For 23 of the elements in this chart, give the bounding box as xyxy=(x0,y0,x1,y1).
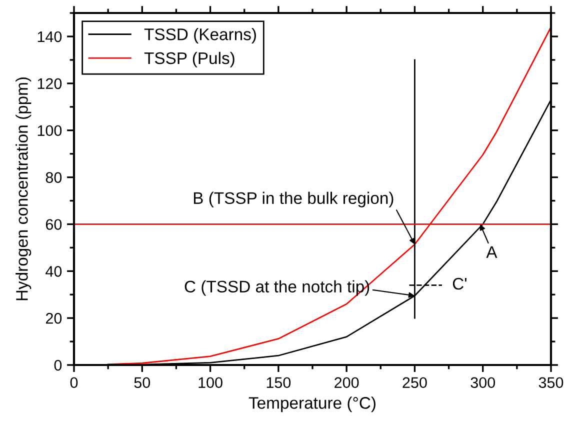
y-tick-label: 100 xyxy=(38,125,62,136)
y-tick-label: 40 xyxy=(46,266,62,277)
y-tick-label: 120 xyxy=(38,78,62,90)
x-tick-label: 50 xyxy=(134,377,150,388)
annotation: C' xyxy=(452,278,466,290)
x-tick-label: 250 xyxy=(402,377,427,388)
annotation: A xyxy=(486,246,498,258)
x-tick-label: 350 xyxy=(538,377,564,388)
y-tick-label: 60 xyxy=(46,219,62,230)
y-tick-label: 0 xyxy=(54,360,62,371)
y-tick-label: 20 xyxy=(46,312,62,324)
x-tick-label: 300 xyxy=(470,377,496,388)
x-tick-label: 100 xyxy=(198,377,222,388)
x-tick-label: 150 xyxy=(266,377,291,388)
legend-label: TSSD (Kearns) xyxy=(144,28,256,44)
x-tick-label: 0 xyxy=(70,377,78,388)
y-tick-label: 140 xyxy=(38,31,62,42)
x-axis-title: Temperature (°C) xyxy=(248,396,376,412)
y-tick-label: 80 xyxy=(46,172,62,183)
y-axis-title: Hydrogen concentration (ppm) xyxy=(16,77,32,300)
x-tick-label: 200 xyxy=(334,377,359,388)
legend-label: TSSP (Puls) xyxy=(144,52,234,68)
annotation: B (TSSP in the bulk region) xyxy=(194,192,394,208)
